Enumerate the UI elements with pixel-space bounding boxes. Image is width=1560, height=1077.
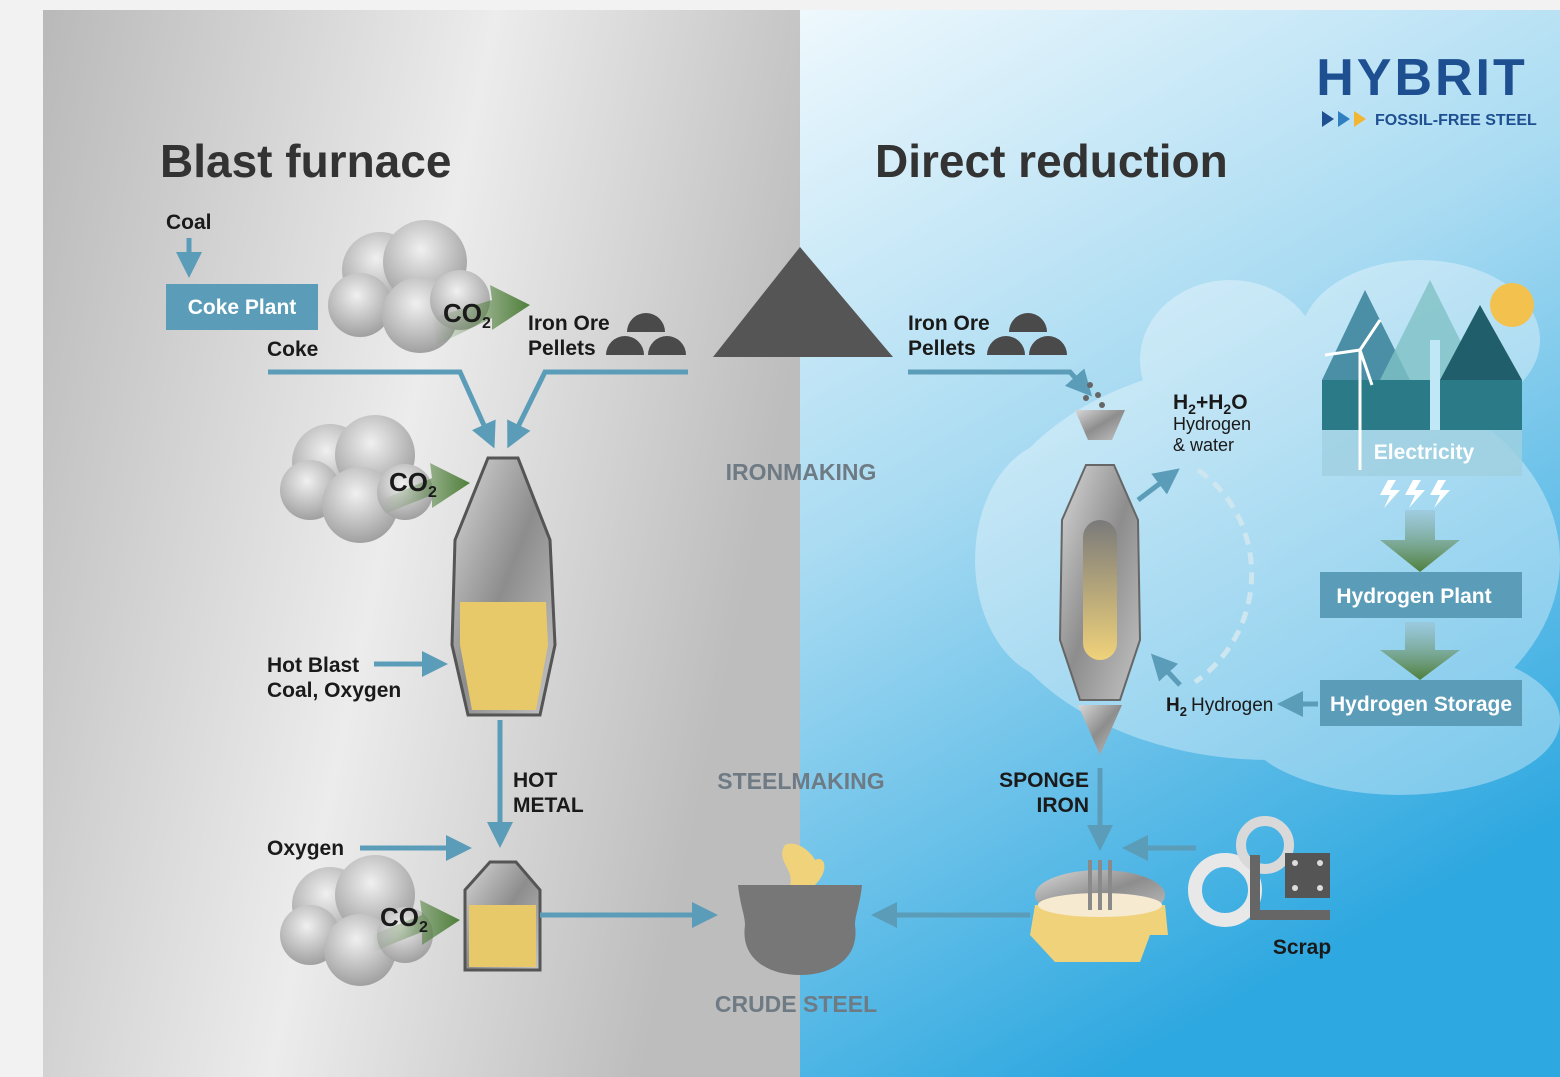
process-label: Hydrogen Storage xyxy=(1330,693,1512,716)
gas-label-part: O xyxy=(1231,391,1247,414)
input-label: Coal, Oxygen xyxy=(267,679,401,702)
process-label: Coke Plant xyxy=(188,296,297,319)
co2-label-part: 2 xyxy=(419,919,428,936)
input-label: Pellets xyxy=(908,337,976,360)
co2-label-part: 2 xyxy=(428,484,437,501)
input-label: Pellets xyxy=(528,337,596,360)
gas-label-part: H xyxy=(1166,695,1180,716)
section-title: Blast furnace xyxy=(160,135,451,187)
falling-pellets-part xyxy=(1087,382,1093,388)
flow-label: SPONGE xyxy=(999,769,1089,792)
falling-pellets-part xyxy=(1099,402,1105,408)
gas-label: & water xyxy=(1173,435,1234,455)
electricity-illustration-part xyxy=(1322,380,1522,430)
input-label: Coal xyxy=(166,211,212,234)
input-label: Iron Ore xyxy=(908,312,990,335)
hybrit-diagram: HYBRIT FOSSIL-FREE STEEL Blast furnace D… xyxy=(0,0,1560,1077)
gas-label-part: H xyxy=(1173,391,1188,414)
flow-label: METAL xyxy=(513,794,584,817)
reduction-zone xyxy=(1083,520,1117,660)
gas-label: Hydrogen xyxy=(1173,414,1251,434)
electricity-illustration-part xyxy=(1490,283,1534,327)
section-title: Direct reduction xyxy=(875,135,1228,187)
scrap-part xyxy=(1292,885,1298,891)
co2-label-part: CO xyxy=(389,467,428,497)
process-label: Electricity xyxy=(1374,441,1475,464)
stage-label: CRUDE STEEL xyxy=(715,991,877,1017)
scrap-part xyxy=(1292,860,1298,866)
input-label: Iron Ore xyxy=(528,312,610,335)
input-label: Hot Blast xyxy=(267,654,359,677)
co2-label-part: CO xyxy=(443,298,482,328)
furnace-charge xyxy=(469,905,536,967)
co2-label-part: 2 xyxy=(482,315,491,332)
input-label: Coke xyxy=(267,338,318,361)
furnace-charge xyxy=(460,602,548,710)
process-label: Hydrogen Plant xyxy=(1336,585,1491,608)
scrap-part xyxy=(1317,860,1323,866)
flow-label: HOT xyxy=(513,769,558,792)
input-label: Scrap xyxy=(1273,936,1331,959)
cloud-part xyxy=(328,273,392,337)
scrap-part xyxy=(1317,885,1323,891)
flow-label: IRON xyxy=(1037,794,1090,817)
co2-label-part: CO xyxy=(380,902,419,932)
gas-label-part: 2 xyxy=(1180,704,1187,719)
electricity-illustration-part xyxy=(1430,340,1440,430)
falling-pellets-part xyxy=(1083,395,1089,401)
gas-label-part: +H xyxy=(1196,391,1223,414)
scrap-part xyxy=(1285,853,1330,898)
gas-label-part: Hydrogen xyxy=(1191,695,1273,716)
logo-tagline: FOSSIL-FREE STEEL xyxy=(1375,112,1537,129)
logo: HYBRIT xyxy=(1316,49,1528,107)
stage-label: IRONMAKING xyxy=(726,459,877,485)
input-label: Oxygen xyxy=(267,837,344,860)
falling-pellets-part xyxy=(1095,392,1101,398)
stage-label: STEELMAKING xyxy=(717,768,884,794)
